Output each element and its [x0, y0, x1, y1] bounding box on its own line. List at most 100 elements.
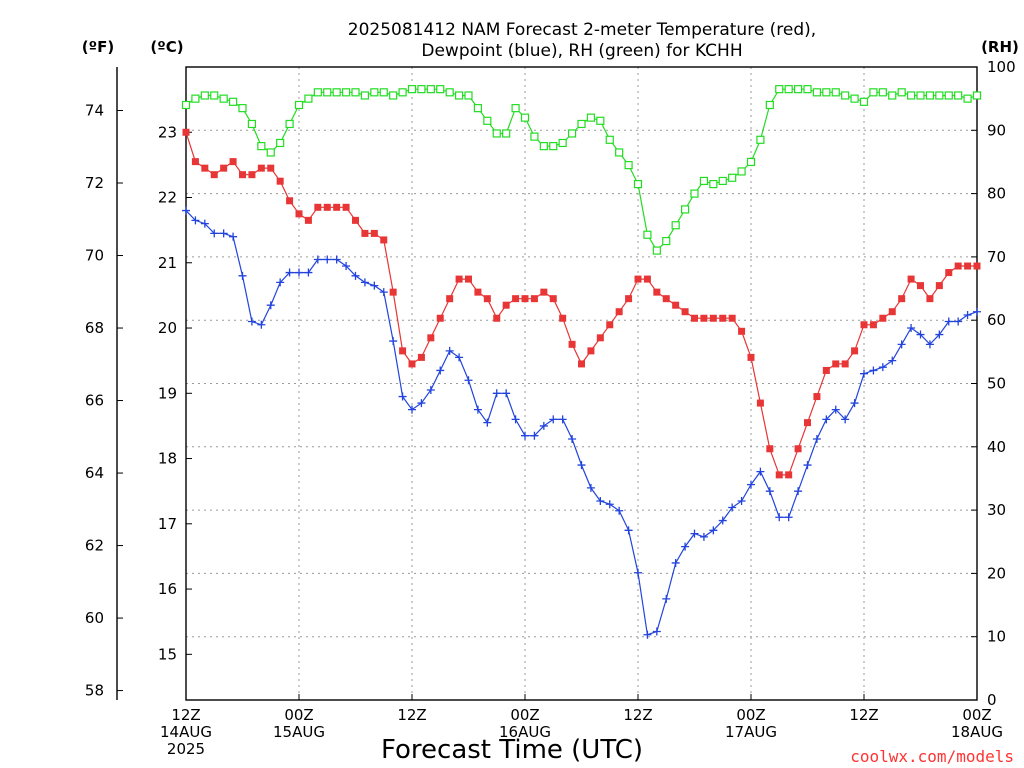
rh-point — [247, 119, 257, 129]
dewpoint-point — [577, 461, 586, 470]
rh-point — [417, 85, 426, 94]
dewpoint-point — [615, 506, 624, 515]
rh-point — [888, 91, 897, 100]
dewpoint-point — [276, 278, 285, 287]
axes — [116, 66, 978, 701]
rh-point — [605, 135, 614, 144]
temperature-point — [399, 347, 407, 355]
series-dewpoint — [182, 206, 981, 639]
dewpoint-point — [935, 330, 944, 339]
dewpoint-point — [822, 415, 831, 424]
dewpoint-point — [473, 405, 482, 414]
rh-point — [963, 94, 972, 103]
celsius-tick-label: 22 — [158, 189, 177, 207]
dewpoint-point — [229, 232, 238, 241]
chart-title-line-2: Dewpoint (blue), RH (green) for KCHH — [421, 41, 742, 61]
rh-point — [219, 94, 228, 103]
dewpoint-point — [238, 271, 247, 280]
rh-point — [652, 246, 661, 255]
dewpoint-point — [878, 363, 887, 372]
rh-tick-label: 60 — [987, 311, 1006, 329]
rh-point — [426, 85, 435, 94]
temperature-point — [794, 445, 802, 453]
rh-unit-label: (RH) — [981, 38, 1019, 56]
dewpoint-point — [662, 594, 671, 603]
rh-point — [285, 119, 294, 129]
rh-point — [436, 85, 445, 94]
dewpoint-point — [897, 340, 906, 349]
dewpoint-point — [794, 487, 803, 496]
dewpoint-point — [765, 487, 774, 496]
fahrenheit-tick-label: 62 — [85, 537, 104, 555]
temperature-point — [700, 314, 708, 322]
rh-point — [906, 91, 916, 100]
dewpoint-point — [869, 366, 878, 375]
rh-point — [822, 88, 831, 97]
dewpoint-point — [841, 415, 850, 424]
dewpoint-point — [483, 418, 492, 427]
dewpoint-point — [888, 356, 897, 365]
temperature-point — [578, 360, 585, 368]
rh-tick-label: 70 — [987, 248, 1006, 266]
rh-point — [586, 113, 596, 122]
rh-tick-label: 0 — [987, 691, 997, 709]
dewpoint-point — [728, 503, 737, 512]
temperature-point — [917, 282, 924, 290]
fahrenheit-tick-label: 74 — [85, 102, 104, 120]
temperature-point — [483, 295, 491, 303]
temperature-point — [512, 295, 520, 303]
fahrenheit-tick-label: 68 — [85, 319, 104, 337]
rh-point — [511, 104, 520, 113]
rh-point — [341, 88, 351, 97]
dewpoint-point — [285, 268, 294, 277]
x-tick-label: 15AUG — [273, 723, 325, 741]
rh-point — [935, 91, 944, 100]
temperature-point — [747, 353, 755, 361]
dewpoint-point — [295, 268, 303, 277]
temperature-point — [295, 210, 303, 218]
celsius-tick-label: 20 — [158, 319, 177, 337]
series-rh — [181, 85, 982, 255]
rh-point — [577, 119, 586, 129]
temperature-point — [304, 216, 312, 224]
temperature-point — [370, 229, 378, 237]
rh-point — [793, 85, 803, 94]
dewpoint-point — [530, 431, 539, 440]
rh-point — [897, 88, 906, 97]
rh-point — [483, 116, 492, 125]
dewpoint-point — [756, 467, 765, 476]
rh-point — [916, 91, 925, 100]
dewpoint-point — [586, 483, 595, 492]
dewpoint-point — [671, 558, 680, 567]
rh-tick-label: 90 — [987, 121, 1006, 139]
rh-point — [228, 97, 238, 106]
dewpoint-point — [417, 399, 426, 408]
temperature-point — [691, 314, 698, 322]
temperature-point — [417, 353, 425, 361]
rh-point — [181, 100, 191, 110]
dewpoint-point — [624, 526, 633, 535]
rh-point — [615, 148, 624, 157]
x-tick-label: 17AUG — [725, 723, 777, 741]
temperature-point — [606, 321, 614, 329]
rh-point — [765, 100, 774, 110]
fahrenheit-tick-label: 60 — [85, 609, 104, 627]
dewpoint-point — [737, 496, 746, 505]
temperature-point — [935, 282, 943, 290]
temperature-point — [756, 399, 764, 407]
credit-text: coolwx.com/models — [850, 747, 1014, 766]
temperature-point — [954, 262, 962, 270]
dewpoint-point — [643, 630, 652, 639]
temperature-point — [643, 275, 651, 283]
temperature-point — [625, 295, 633, 303]
temperature-point — [559, 314, 567, 322]
fahrenheit-tick-label: 64 — [85, 464, 104, 482]
x-tick-label: 2025 — [167, 740, 205, 758]
dewpoint-point — [860, 369, 868, 378]
rh-point — [323, 88, 332, 97]
x-tick-label: 12Z — [397, 706, 426, 724]
rh-tick-label: 30 — [987, 501, 1006, 519]
dewpoint-point — [436, 366, 445, 375]
rh-point — [624, 161, 633, 170]
fahrenheit-tick-label: 72 — [85, 174, 104, 192]
